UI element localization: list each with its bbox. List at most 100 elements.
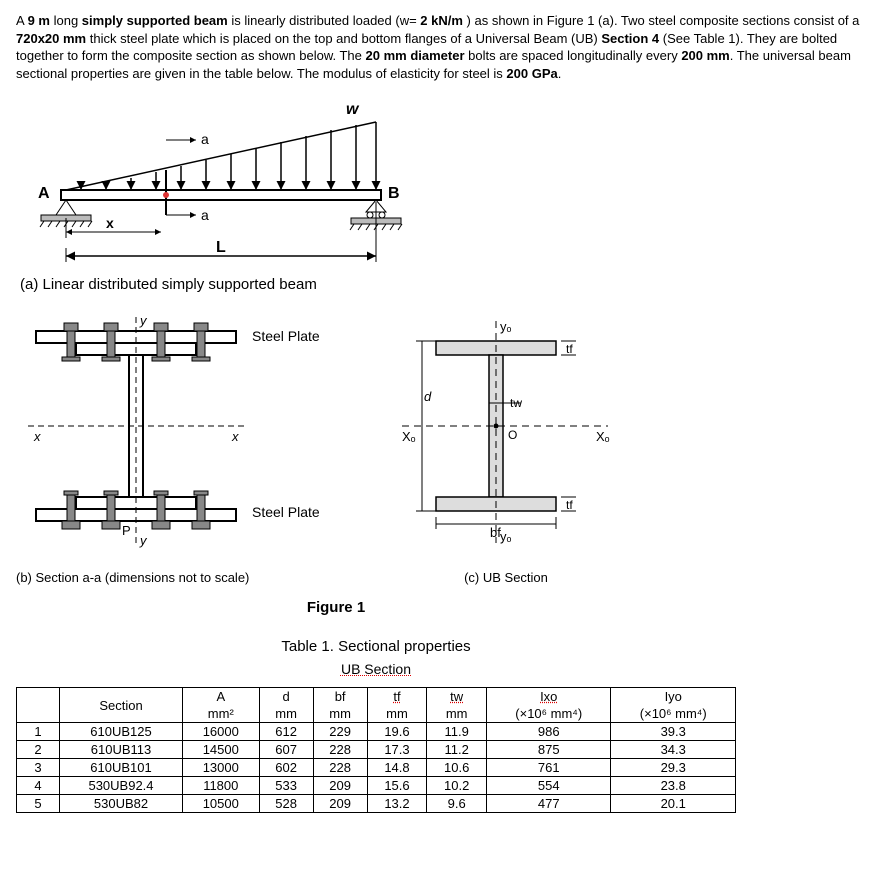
figure-b: x x y y P Steel Plate Steel Plate (b) Se… — [16, 311, 336, 585]
label-xo-right: Xₒ — [596, 429, 610, 444]
label-L: L — [216, 239, 226, 256]
table-cell: 4 — [17, 777, 60, 795]
caption-c: (c) UB Section — [366, 570, 646, 585]
table-row: 2610UB1131450060722817.311.287534.3 — [17, 741, 736, 759]
label-B: B — [388, 185, 400, 202]
table-cell: 610UB125 — [60, 723, 183, 741]
table-cell: 554 — [487, 777, 611, 795]
section-aa-diagram: x x y y P Steel Plate Steel Plate — [16, 311, 336, 561]
caption-b: (b) Section a-a (dimensions not to scale… — [16, 570, 336, 585]
table-cell: 612 — [259, 723, 313, 741]
txt: simply supported beam — [82, 13, 228, 28]
table-row: 1610UB1251600061222919.611.998639.3 — [17, 723, 736, 741]
table-cell: 15.6 — [367, 777, 427, 795]
table-cell: 761 — [487, 759, 611, 777]
label-tf-top: tf — [566, 342, 573, 356]
label-a-top: a — [201, 131, 209, 147]
unit-tw: mm — [427, 705, 487, 723]
txt: . — [558, 66, 562, 81]
table-cell: 16000 — [183, 723, 260, 741]
table-cell: 13.2 — [367, 795, 427, 813]
ub-section-diagram: yₒ yₒ Xₒ Xₒ O d tf tf tw — [366, 311, 646, 561]
th-section: Section — [60, 688, 183, 723]
unit-Iyo: (×10⁶ mm⁴) — [611, 705, 736, 723]
txt: 20 mm diameter — [366, 48, 465, 63]
table-cell: 11.2 — [427, 741, 487, 759]
th-blank — [17, 688, 60, 723]
txt: 720x20 mm — [16, 31, 86, 46]
table-cell: 34.3 — [611, 741, 736, 759]
table-cell: 228 — [313, 741, 367, 759]
table-cell: 528 — [259, 795, 313, 813]
table-cell: 11800 — [183, 777, 260, 795]
table-cell: 3 — [17, 759, 60, 777]
table-cell: 229 — [313, 723, 367, 741]
table-cell: 875 — [487, 741, 611, 759]
label-bf: bf — [490, 525, 501, 540]
figure-c: yₒ yₒ Xₒ Xₒ O d tf tf tw — [366, 311, 646, 585]
label-steel-plate-top: Steel Plate — [252, 328, 320, 344]
label-x-right: x — [231, 429, 239, 444]
table-cell: 610UB113 — [60, 741, 183, 759]
table-cell: 14500 — [183, 741, 260, 759]
table-row: 4530UB92.41180053320915.610.255423.8 — [17, 777, 736, 795]
label-A: A — [38, 185, 50, 202]
txt: Section 4 — [601, 31, 659, 46]
table-cell: 39.3 — [611, 723, 736, 741]
table-subtitle: UB Section — [16, 661, 736, 677]
figure-title: Figure 1 — [16, 599, 656, 616]
table-cell: 533 — [259, 777, 313, 795]
table-cell: 602 — [259, 759, 313, 777]
figure-a: w — [16, 100, 877, 293]
table-cell: 228 — [313, 759, 367, 777]
table-cell: 10.2 — [427, 777, 487, 795]
table-cell: 1 — [17, 723, 60, 741]
problem-statement: A 9 m long simply supported beam is line… — [16, 12, 877, 82]
th-tf: tf — [367, 688, 427, 706]
caption-a: (a) Linear distributed simply supported … — [20, 276, 877, 293]
table-cell: 530UB82 — [60, 795, 183, 813]
table-cell: 14.8 — [367, 759, 427, 777]
table-title: Table 1. Sectional properties — [16, 638, 736, 655]
unit-tf: mm — [367, 705, 427, 723]
table-cell: 477 — [487, 795, 611, 813]
label-O: O — [508, 428, 517, 442]
table-cell: 29.3 — [611, 759, 736, 777]
txt: is linearly distributed loaded (w= — [228, 13, 421, 28]
txt: 200 mm — [681, 48, 729, 63]
unit-Ixo: (×10⁶ mm⁴) — [487, 705, 611, 723]
txt: bolts are spaced longitudinally every — [465, 48, 682, 63]
unit-A: mm² — [183, 705, 260, 723]
th-Iyo: Iyo — [611, 688, 736, 706]
table-cell: 11.9 — [427, 723, 487, 741]
table-cell: 209 — [313, 777, 367, 795]
txt: ) as shown in Figure 1 (a). Two steel co… — [463, 13, 859, 28]
label-xo-left: Xₒ — [402, 429, 416, 444]
txt: thick steel plate which is placed on the… — [86, 31, 601, 46]
beam-diagram: w — [16, 100, 416, 270]
txt: long — [50, 13, 82, 28]
table-cell: 2 — [17, 741, 60, 759]
label-tf-bot: tf — [566, 498, 573, 512]
table-cell: 23.8 — [611, 777, 736, 795]
label-x-left: x — [33, 429, 41, 444]
label-x: x — [106, 215, 114, 231]
table-row: 5530UB821050052820913.29.647720.1 — [17, 795, 736, 813]
th-d: d — [259, 688, 313, 706]
table-cell: 19.6 — [367, 723, 427, 741]
table-row: 3610UB1011300060222814.810.676129.3 — [17, 759, 736, 777]
label-tw: tw — [510, 396, 522, 410]
table-cell: 610UB101 — [60, 759, 183, 777]
table-cell: 17.3 — [367, 741, 427, 759]
table-cell: 5 — [17, 795, 60, 813]
properties-table: Section A d bf tf tw Ixo Iyo mm² mm mm m… — [16, 687, 736, 813]
label-y-top: y — [139, 313, 148, 328]
table-cell: 530UB92.4 — [60, 777, 183, 795]
th-A: A — [183, 688, 260, 706]
label-steel-plate-bot: Steel Plate — [252, 504, 320, 520]
label-yo-bot: yₒ — [500, 529, 512, 544]
txt: 2 kN/m — [420, 13, 463, 28]
txt: A — [16, 13, 28, 28]
th-tw: tw — [427, 688, 487, 706]
label-y-bot: y — [139, 533, 148, 548]
